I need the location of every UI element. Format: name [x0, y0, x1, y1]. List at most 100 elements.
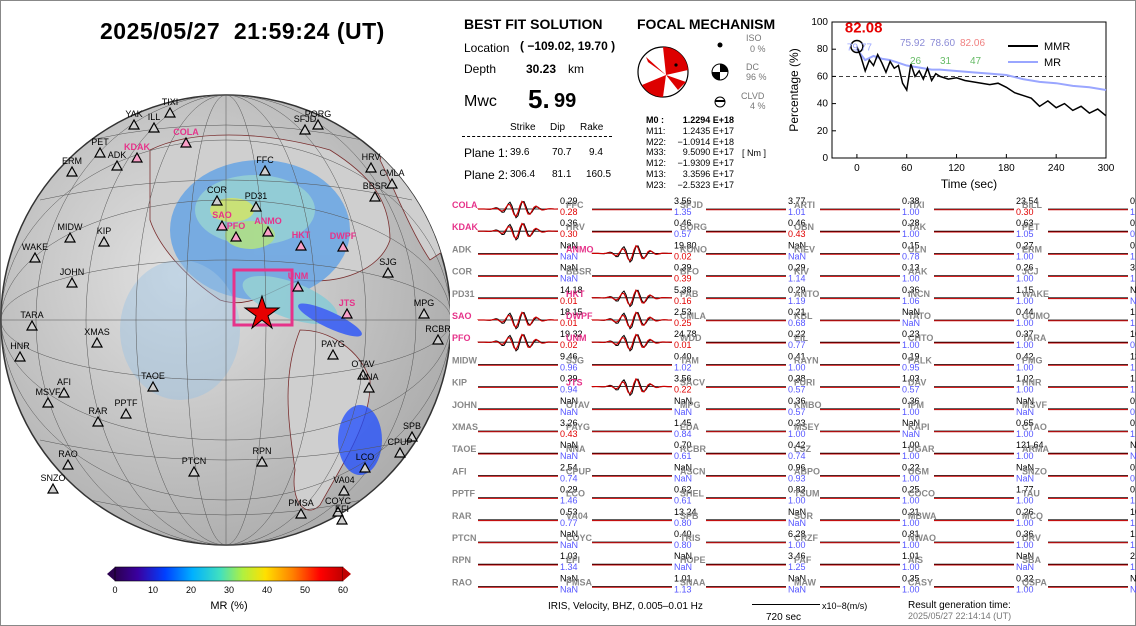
- waveform-vr: 0.77: [560, 518, 578, 528]
- waveform-station: EFI: [566, 555, 580, 565]
- waveform-vr: 0.57: [902, 385, 920, 395]
- colorbar-tick: 20: [186, 585, 196, 595]
- waveform-cell: MAW 0.351.00: [794, 573, 920, 594]
- waveform-station: OBN: [794, 222, 814, 232]
- moment-key: M11:: [646, 125, 666, 136]
- waveform-synthetic-trace: [591, 377, 673, 395]
- waveform-amplitude: 0.40: [674, 351, 692, 361]
- dc-value: 96 %: [746, 72, 767, 82]
- waveform-amplitude: 0.46: [674, 218, 692, 228]
- waveform-station: TAM: [680, 355, 699, 365]
- moment-row: M13: 3.3596 E+17: [646, 169, 776, 180]
- station-marker: AFI: [57, 377, 71, 398]
- station-label: COYC: [325, 496, 352, 506]
- waveform-station: MCQ: [1022, 511, 1043, 521]
- station-marker: TIXI: [162, 97, 178, 118]
- waveform-cell: SBA 2.861.00: [1022, 551, 1136, 572]
- waveform-vr: NaN: [1016, 473, 1034, 483]
- waveform-station: NNA: [566, 444, 586, 454]
- waveform-cell: AAK 0.261.00: [908, 263, 1034, 284]
- station-label: XMAS: [84, 327, 110, 337]
- waveform-station: NWAO: [908, 533, 936, 543]
- waveform-vr: NaN: [902, 429, 920, 439]
- waveform-cell: DWPF 2.530.25: [566, 307, 692, 330]
- waveform-cell: ASCN 0.960.93: [680, 462, 806, 483]
- waveform-cell: KIV 0.131.00: [794, 263, 920, 284]
- mmr-chart: 0 60 120 180 240 300 0 20 40 60 80 100 Time (sec) Per…: [787, 17, 1115, 191]
- waveform-vr: NaN: [902, 318, 920, 328]
- waveform-station: PALK: [908, 355, 932, 365]
- search-region-box: [232, 268, 294, 327]
- waveform-amplitude: 24.78: [674, 329, 697, 339]
- waveform-vr: 1.00: [1130, 562, 1136, 572]
- station-label: YAK: [125, 109, 142, 119]
- waveform-amplitude: NaN: [1016, 551, 1034, 561]
- waveform-cell: SUR 0.211.00: [794, 507, 920, 528]
- waveform-station: JCJ: [1022, 267, 1039, 277]
- waveform-station: CASY: [908, 577, 933, 587]
- waveform-vr: 0.57: [674, 229, 692, 239]
- waveform-station: DRV: [1022, 533, 1041, 543]
- waveform-station: UNM: [566, 333, 587, 343]
- waveform-cell: XMAS 3.260.43: [452, 418, 578, 439]
- waveform-amplitude: NaN: [788, 507, 806, 517]
- waveform-station: SFJD: [680, 200, 704, 210]
- station-label: WAKE: [22, 242, 48, 252]
- clvd-value: 4 %: [750, 101, 766, 111]
- waveform-amplitude: 0.36: [902, 396, 920, 406]
- waveform-vr: 1.00: [788, 429, 806, 439]
- waveform-cell: AFI 2.540.74: [452, 462, 578, 483]
- mmr-annot-top: 75.92: [900, 38, 925, 49]
- beachball-quadrant-1: [663, 46, 688, 75]
- mmr-xtick: 180: [998, 163, 1015, 174]
- legend-label: MMR: [1044, 41, 1070, 53]
- station-marker: SJG: [379, 257, 397, 278]
- station-marker: ANMO: [254, 216, 282, 237]
- station-marker: JOHN: [60, 267, 85, 288]
- waveform-station: TAU: [1022, 489, 1040, 499]
- moment-row: M11: 1.2435 E+17: [646, 126, 776, 137]
- waveform-vr: 1.06: [902, 296, 920, 306]
- event-datetime: 2025/05/27 21:59:24 (UT): [100, 18, 385, 44]
- waveform-amplitude: 0.38: [788, 374, 806, 384]
- waveform-cell: TARA 16.960.63: [1022, 329, 1136, 350]
- waveform-vr: 0.80: [674, 540, 692, 550]
- waveform-station: TSUM: [794, 489, 820, 499]
- waveform-station: RAYN: [794, 355, 819, 365]
- plane1-rake: 9.4: [589, 147, 603, 158]
- waveform-cell: RAYN 0.190.95: [794, 351, 920, 372]
- waveform-vr: 0.30: [1016, 207, 1034, 217]
- waveform-vr: 0.02: [560, 340, 578, 350]
- waveform-amplitude: 0.50: [1130, 396, 1136, 406]
- station-marker: KIP: [97, 226, 111, 247]
- waveform-cell: HNR 1.411.00: [1022, 374, 1136, 395]
- epicenter-star: [243, 294, 281, 330]
- station-label: JOHN: [60, 267, 85, 277]
- station-label: ERM: [62, 156, 82, 166]
- waveform-station: IPM: [908, 400, 924, 410]
- waveform-vr: 1.00: [1016, 296, 1034, 306]
- waveform-station: RAO: [452, 577, 472, 587]
- waveform-station: KBL: [794, 311, 813, 321]
- waveform-vr: 1.31: [1130, 274, 1136, 284]
- station-marker: TARA: [20, 310, 44, 331]
- moment-key: M22:: [646, 136, 667, 147]
- waveform-station: PFO: [452, 333, 471, 343]
- waveform-vr: 0.94: [560, 385, 578, 395]
- waveform-station: WAKE: [1022, 289, 1049, 299]
- waveform-vr: NaN: [560, 451, 578, 461]
- waveform-cell: PD31 14.180.01: [452, 285, 583, 306]
- waveform-vr: 1.00: [902, 473, 920, 483]
- waveform-amplitude: 0.35: [902, 573, 920, 583]
- depth-value: 30.23: [526, 62, 557, 76]
- waveform-amplitude: 0.53: [560, 507, 578, 517]
- waveform-vr: 1.00: [902, 496, 920, 506]
- waveform-cell: RPN 1.031.34: [452, 551, 578, 572]
- station-label: RCBR: [425, 324, 450, 334]
- station-label: HRV: [362, 152, 381, 162]
- waveform-vr: 1.00: [1016, 251, 1034, 261]
- waveform-amplitude: 1.45: [674, 418, 692, 428]
- station-marker: PET: [91, 137, 109, 158]
